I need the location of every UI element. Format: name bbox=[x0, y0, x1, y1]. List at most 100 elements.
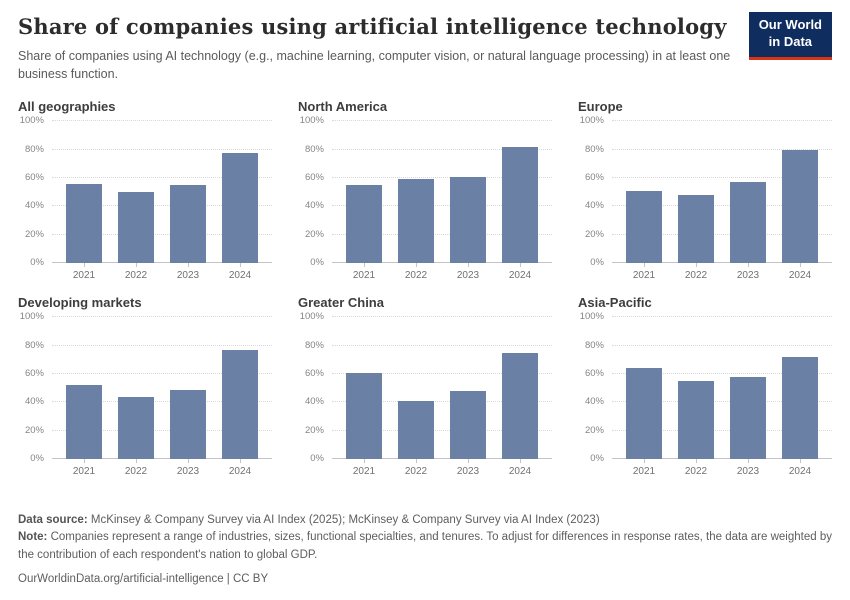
y-axis: 0% 20% 40% 60% 80% 100% bbox=[18, 311, 52, 464]
bar-2024 bbox=[501, 146, 539, 264]
y-tick-label: 20% bbox=[584, 424, 604, 436]
x-axis-labels: 2021 2022 2023 2024 bbox=[612, 459, 832, 477]
footer: Data source: McKinsey & Company Survey v… bbox=[18, 512, 832, 588]
x-axis-line bbox=[52, 262, 272, 264]
gridline bbox=[612, 429, 832, 431]
x-tick-label: 2021 bbox=[632, 270, 656, 282]
x-tick bbox=[415, 263, 417, 268]
gridline bbox=[52, 120, 272, 122]
gridline bbox=[52, 429, 272, 431]
x-tick-label: 2022 bbox=[684, 466, 708, 478]
x-tick bbox=[187, 459, 189, 464]
note-label: Note: bbox=[18, 531, 48, 544]
bar-slot bbox=[774, 121, 826, 264]
page-title: Share of companies using artificial inte… bbox=[18, 14, 727, 39]
gridline bbox=[612, 316, 832, 318]
y-tick-label: 60% bbox=[584, 172, 604, 184]
owid-logo-line2: in Data bbox=[768, 33, 813, 49]
chart-panel-4: Greater China 0% 20% 40% 60% 80% 100% 2021 2022 2… bbox=[298, 295, 552, 477]
panels-grid: All geographies 0% 20% 40% 60% 80% 100% 2021 202… bbox=[18, 99, 832, 477]
x-tick-label: 2023 bbox=[176, 270, 200, 282]
y-tick-label: 80% bbox=[24, 143, 44, 155]
y-tick-label: 100% bbox=[299, 115, 324, 127]
gridline bbox=[52, 401, 272, 403]
x-tick-label: 2021 bbox=[72, 270, 96, 282]
x-tick bbox=[519, 263, 521, 268]
x-slot: 2021 bbox=[618, 459, 670, 477]
x-tick bbox=[747, 263, 749, 268]
gridline bbox=[332, 316, 552, 318]
x-slot: 2023 bbox=[162, 263, 214, 281]
y-tick-label: 60% bbox=[24, 368, 44, 380]
y-axis: 0% 20% 40% 60% 80% 100% bbox=[578, 115, 612, 268]
panel-title: Asia-Pacific bbox=[578, 295, 652, 311]
panel-body: 0% 20% 40% 60% 80% 100% 2021 2022 2023 2024 bbox=[18, 115, 272, 281]
gridline bbox=[612, 373, 832, 375]
plot-area bbox=[612, 120, 832, 264]
gridline bbox=[332, 429, 552, 431]
gridline bbox=[612, 401, 832, 403]
panel-body: 0% 20% 40% 60% 80% 100% 2021 2022 2023 2024 bbox=[578, 115, 832, 282]
datasource-line: Data source: McKinsey & Company Survey v… bbox=[18, 512, 832, 529]
y-tick-label: 20% bbox=[24, 228, 44, 240]
bar-slot bbox=[442, 317, 494, 460]
x-tick-label: 2022 bbox=[404, 466, 428, 478]
x-tick bbox=[415, 459, 417, 464]
chart-panel-2: Europe 0% 20% 40% 60% 80% 100% 2021 2022 2023 2024 bbox=[578, 99, 832, 281]
x-tick-label: 2024 bbox=[788, 466, 812, 478]
x-tick bbox=[695, 263, 697, 268]
x-slot: 2021 bbox=[338, 459, 390, 477]
gridline bbox=[612, 205, 832, 207]
bars bbox=[332, 121, 552, 264]
bar-slot bbox=[58, 317, 110, 460]
x-tick-label: 2023 bbox=[456, 466, 480, 478]
gridline bbox=[332, 401, 552, 403]
y-tick-label: 60% bbox=[584, 368, 604, 380]
x-axis-labels: 2021 2022 2023 2024 bbox=[332, 263, 552, 281]
x-axis-line bbox=[332, 458, 552, 460]
x-slot: 2022 bbox=[110, 263, 162, 281]
x-slot: 2024 bbox=[774, 459, 826, 477]
gridline bbox=[332, 148, 552, 150]
x-axis-labels: 2021 2022 2023 2024 bbox=[52, 263, 272, 281]
x-slot: 2022 bbox=[390, 459, 442, 477]
gridline bbox=[52, 177, 272, 179]
x-slot: 2024 bbox=[494, 459, 546, 477]
x-tick bbox=[135, 263, 137, 268]
gridline bbox=[52, 205, 272, 207]
y-tick-label: 80% bbox=[584, 143, 604, 155]
gridline bbox=[52, 316, 272, 318]
panel-title: All geographies bbox=[18, 99, 116, 115]
panel-title: Europe bbox=[578, 99, 623, 115]
y-tick-label: 20% bbox=[24, 424, 44, 436]
bar-slot bbox=[618, 121, 670, 264]
x-tick bbox=[519, 459, 521, 464]
y-tick-label: 100% bbox=[579, 115, 604, 127]
panel-body: 0% 20% 40% 60% 80% 100% 2021 2022 2023 2024 bbox=[18, 311, 272, 478]
bars bbox=[52, 121, 272, 264]
y-tick-label: 80% bbox=[304, 143, 324, 155]
x-tick-label: 2023 bbox=[176, 466, 200, 478]
panel-body: 0% 20% 40% 60% 80% 100% 2021 2022 2023 2024 bbox=[578, 311, 832, 477]
bars bbox=[612, 317, 832, 460]
bar-slot bbox=[390, 317, 442, 460]
bar-2024 bbox=[221, 152, 259, 264]
datasource-text: McKinsey & Company Survey via AI Index (… bbox=[87, 514, 600, 526]
bar-2024 bbox=[781, 149, 819, 264]
y-tick-label: 20% bbox=[304, 228, 324, 240]
x-slot: 2022 bbox=[670, 459, 722, 477]
y-tick-label: 80% bbox=[304, 339, 324, 351]
bar-2021 bbox=[345, 185, 383, 264]
x-slot: 2023 bbox=[722, 263, 774, 281]
y-tick-label: 100% bbox=[579, 311, 604, 323]
y-tick-label: 0% bbox=[590, 453, 604, 465]
bar-slot bbox=[110, 317, 162, 460]
note-text: Companies represent a range of industrie… bbox=[18, 531, 832, 561]
chart-panel-1: North America 0% 20% 40% 60% 80% 100% 2021 2022 2… bbox=[298, 99, 552, 281]
gridline bbox=[612, 148, 832, 150]
bar-slot bbox=[618, 317, 670, 460]
y-tick-label: 60% bbox=[24, 172, 44, 184]
panel-body: 0% 20% 40% 60% 80% 100% 2021 2022 2023 2024 bbox=[298, 311, 552, 478]
y-tick-label: 60% bbox=[304, 368, 324, 380]
bar-slot bbox=[110, 121, 162, 264]
